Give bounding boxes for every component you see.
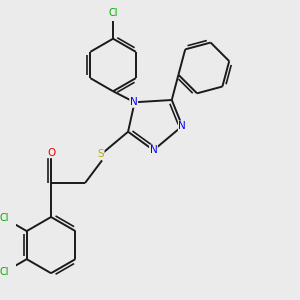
Text: N: N: [150, 145, 158, 155]
Text: O: O: [47, 148, 55, 158]
Text: Cl: Cl: [0, 213, 10, 224]
Text: N: N: [130, 97, 138, 107]
Text: Cl: Cl: [0, 267, 10, 277]
Text: N: N: [178, 121, 186, 131]
Text: S: S: [98, 148, 104, 159]
Text: Cl: Cl: [108, 8, 118, 18]
